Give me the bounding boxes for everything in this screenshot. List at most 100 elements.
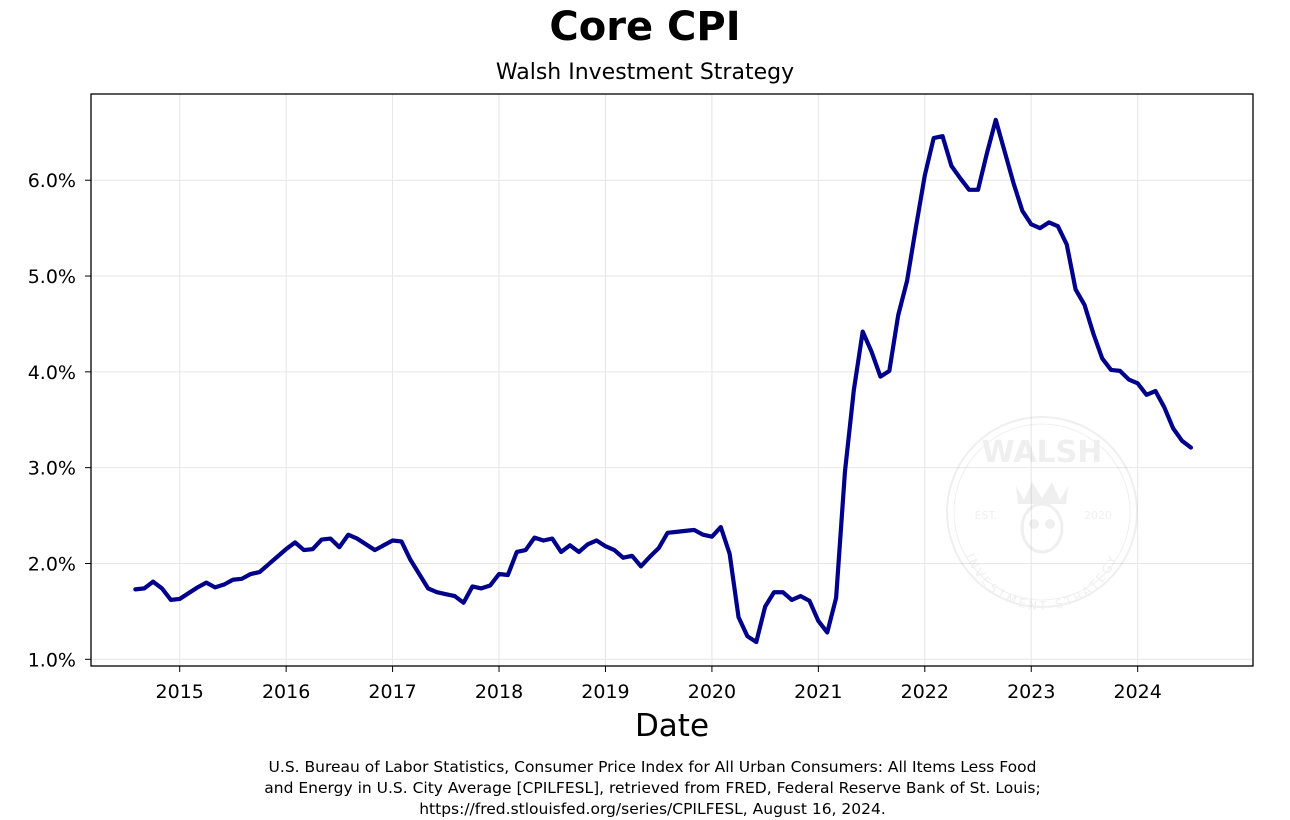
- data-point: [1109, 368, 1113, 372]
- source-line-1: U.S. Bureau of Labor Statistics, Consume…: [268, 758, 1037, 776]
- data-point: [878, 375, 882, 379]
- data-point: [524, 548, 528, 552]
- series: [133, 117, 1194, 645]
- data-point: [630, 554, 634, 558]
- data-point: [674, 530, 678, 534]
- x-axis-label: Date: [635, 708, 709, 744]
- data-point: [648, 555, 652, 559]
- x-tick-label: 2019: [581, 681, 629, 703]
- x-axis: 2015 2016 2017 2018 2019 2020 2021 2022 2023 2024: [156, 666, 1162, 703]
- data-point: [683, 529, 687, 533]
- data-point: [346, 533, 350, 537]
- x-tick-label: 2022: [901, 681, 949, 703]
- data-point: [231, 578, 235, 582]
- data-point: [807, 599, 811, 603]
- data-point: [666, 531, 670, 535]
- data-point: [1145, 393, 1149, 397]
- data-point: [1180, 439, 1184, 443]
- data-point: [870, 350, 874, 354]
- y-tick-label: 2.0%: [28, 553, 76, 575]
- data-point: [799, 594, 803, 598]
- data-point: [550, 537, 554, 541]
- data-point: [852, 388, 856, 392]
- data-point: [1153, 389, 1157, 393]
- chart-subtitle: Walsh Investment Strategy: [495, 60, 795, 85]
- data-point: [754, 640, 758, 644]
- data-point: [1171, 426, 1175, 430]
- data-point: [1189, 446, 1193, 450]
- y-tick-label: 3.0%: [28, 458, 76, 480]
- data-point: [204, 581, 208, 585]
- data-point: [790, 598, 794, 602]
- data-point: [320, 538, 324, 542]
- data-point: [967, 188, 971, 192]
- data-point: [745, 634, 749, 638]
- x-tick-label: 2023: [1007, 681, 1055, 703]
- data-point: [949, 164, 953, 168]
- y-tick-label: 1.0%: [28, 649, 76, 671]
- data-point: [541, 538, 545, 542]
- data-point: [577, 550, 581, 554]
- x-tick-label: 2015: [156, 681, 204, 703]
- data-point: [843, 470, 847, 474]
- data-point: [533, 536, 537, 540]
- y-axis: 1.0% 2.0% 3.0% 4.0% 5.0% 6.0%: [28, 170, 91, 671]
- data-point: [887, 369, 891, 373]
- watermark-ring-text: INVESTMENT STRATEGY: [963, 551, 1121, 613]
- data-point: [1082, 303, 1086, 307]
- data-point: [861, 330, 865, 334]
- data-point: [266, 562, 270, 566]
- data-point: [568, 543, 572, 547]
- x-tick-label: 2018: [475, 681, 523, 703]
- data-point: [195, 585, 199, 589]
- data-point: [462, 601, 466, 605]
- data-point: [914, 225, 918, 229]
- series-line-core-cpi: [133, 117, 1194, 645]
- data-point: [639, 564, 643, 568]
- crown-icon: [1016, 482, 1068, 504]
- data-point: [284, 547, 288, 551]
- walsh-logo-watermark: WALSH EST. 2020 INVESTMENT STRATEGY: [946, 416, 1138, 613]
- data-point: [160, 586, 164, 590]
- data-point: [213, 585, 217, 589]
- grid: [91, 94, 1253, 666]
- data-point: [240, 577, 244, 581]
- data-point: [1056, 224, 1060, 228]
- data-point: [1074, 287, 1078, 291]
- data-point: [1012, 181, 1016, 185]
- data-point: [151, 580, 155, 584]
- y-tick-label: 6.0%: [28, 170, 76, 192]
- data-point: [426, 586, 430, 590]
- data-point: [1091, 332, 1095, 336]
- data-point: [293, 540, 297, 544]
- data-point: [1003, 149, 1007, 153]
- data-point: [994, 118, 998, 122]
- data-point: [364, 542, 368, 546]
- source-line-3: https://fred.stlouisfed.org/series/CPILF…: [419, 800, 886, 818]
- y-tick-label: 4.0%: [28, 362, 76, 384]
- data-point: [337, 545, 341, 549]
- data-point: [612, 548, 616, 552]
- source-note: U.S. Bureau of Labor Statistics, Consume…: [200, 757, 1105, 820]
- data-point: [781, 590, 785, 594]
- data-point: [719, 525, 723, 529]
- data-point: [488, 584, 492, 588]
- watermark-name: WALSH: [982, 435, 1103, 470]
- data-point: [657, 546, 661, 550]
- data-point: [923, 173, 927, 177]
- data-point: [603, 544, 607, 548]
- data-point: [249, 572, 253, 576]
- data-point: [1038, 226, 1042, 230]
- data-point: [275, 555, 279, 559]
- data-point: [1020, 209, 1024, 213]
- data-point: [976, 188, 980, 192]
- data-point: [1162, 405, 1166, 409]
- data-point: [958, 176, 962, 180]
- x-tick-label: 2020: [688, 681, 736, 703]
- data-point: [595, 538, 599, 542]
- data-point: [985, 151, 989, 155]
- data-point: [941, 134, 945, 138]
- x-tick-label: 2016: [262, 681, 310, 703]
- data-point: [905, 279, 909, 283]
